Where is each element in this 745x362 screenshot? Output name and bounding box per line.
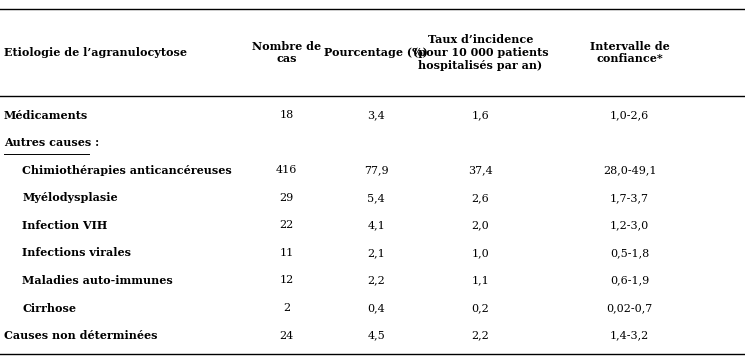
Text: Etiologie de l’agranulocytose: Etiologie de l’agranulocytose: [4, 47, 187, 58]
Text: 1,0: 1,0: [472, 248, 489, 258]
Text: Myélodysplasie: Myélodysplasie: [22, 192, 118, 203]
Text: Cirrhose: Cirrhose: [22, 303, 76, 313]
Text: Taux d’incidence
(pour 10 000 patients
hospitalisés par an): Taux d’incidence (pour 10 000 patients h…: [413, 34, 548, 71]
Text: 5,4: 5,4: [367, 193, 385, 203]
Text: 22: 22: [279, 220, 294, 230]
Text: 0,2: 0,2: [472, 303, 489, 313]
Text: 1,6: 1,6: [472, 110, 489, 120]
Text: Médicaments: Médicaments: [4, 110, 88, 121]
Text: 29: 29: [279, 193, 294, 203]
Text: Autres causes :: Autres causes :: [4, 137, 99, 148]
Text: 1,7-3,7: 1,7-3,7: [610, 193, 649, 203]
Text: 12: 12: [279, 275, 294, 286]
Text: 2,2: 2,2: [367, 275, 385, 286]
Text: 1,4-3,2: 1,4-3,2: [610, 331, 649, 341]
Text: Nombre de
cas: Nombre de cas: [253, 41, 321, 64]
Text: 0,5-1,8: 0,5-1,8: [610, 248, 649, 258]
Text: 1,1: 1,1: [472, 275, 489, 286]
Text: 24: 24: [279, 331, 294, 341]
Text: 2,2: 2,2: [472, 331, 489, 341]
Text: Causes non déterminées: Causes non déterminées: [4, 330, 157, 341]
Text: Intervalle de
confiance*: Intervalle de confiance*: [589, 41, 670, 64]
Text: Pourcentage (%): Pourcentage (%): [324, 47, 428, 58]
Text: 0,6-1,9: 0,6-1,9: [610, 275, 649, 286]
Text: Chimiothérapies anticancéreuses: Chimiothérapies anticancéreuses: [22, 165, 232, 176]
Text: 18: 18: [279, 110, 294, 120]
Text: Infection VIH: Infection VIH: [22, 220, 107, 231]
Text: 416: 416: [276, 165, 297, 175]
Text: 0,02-0,7: 0,02-0,7: [606, 303, 653, 313]
Text: 4,5: 4,5: [367, 331, 385, 341]
Text: 1,2-3,0: 1,2-3,0: [610, 220, 649, 230]
Text: 1,0-2,6: 1,0-2,6: [610, 110, 649, 120]
Text: 11: 11: [279, 248, 294, 258]
Text: 2,6: 2,6: [472, 193, 489, 203]
Text: 28,0-49,1: 28,0-49,1: [603, 165, 656, 175]
Text: Maladies auto-immunes: Maladies auto-immunes: [22, 275, 173, 286]
Text: 3,4: 3,4: [367, 110, 385, 120]
Text: 0,4: 0,4: [367, 303, 385, 313]
Text: Infections virales: Infections virales: [22, 247, 131, 258]
Text: 2: 2: [283, 303, 291, 313]
Text: 77,9: 77,9: [364, 165, 389, 175]
Text: 37,4: 37,4: [468, 165, 493, 175]
Text: 4,1: 4,1: [367, 220, 385, 230]
Text: 2,0: 2,0: [472, 220, 489, 230]
Text: 2,1: 2,1: [367, 248, 385, 258]
